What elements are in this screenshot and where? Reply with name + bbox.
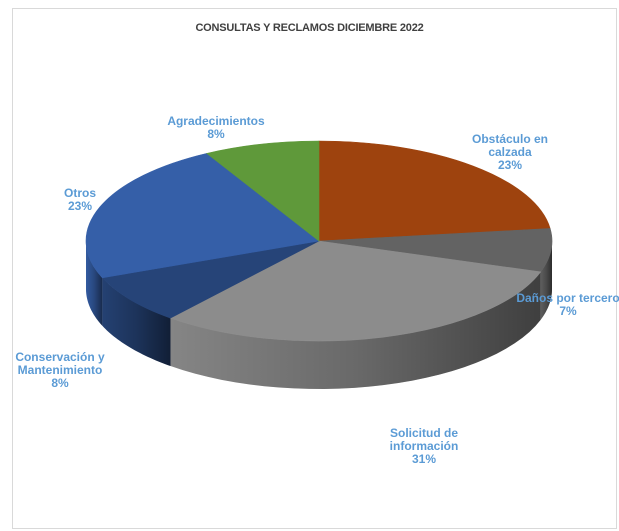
chart-frame (12, 8, 617, 529)
pie-side-conservacion-y-mantenimiento (102, 277, 171, 367)
chart-title: CONSULTAS Y RECLAMOS DICIEMBRE 2022 (195, 22, 424, 34)
pie-slice-solicitud-de-informacion (169, 240, 542, 342)
pie-side-danos-por-tercero (540, 241, 552, 320)
pie-side-otros (86, 241, 103, 326)
data-label-conservacion-y-mantenimiento: Conservación y Mantenimiento 8% (15, 350, 105, 390)
data-label-agradecimientos: Agradecimientos 8% (167, 114, 265, 141)
pie-slice-otros (85, 153, 320, 279)
pie-slice-danos-por-tercero (318, 228, 553, 273)
data-label-danos-por-tercero: Daños por tercero 7% (516, 291, 619, 318)
data-label-solicitud-de-informacion: Solicitud de información 31% (390, 426, 459, 466)
pie-slice-conservacion-y-mantenimiento (101, 240, 320, 319)
pie-sides (86, 241, 552, 389)
pie-tops (85, 140, 553, 342)
pie-slice-obstaculo-en-calzada (318, 140, 551, 242)
data-label-otros: Otros 23% (64, 186, 96, 213)
data-label-obstaculo-en-calzada: Obstáculo en calzada 23% (472, 132, 548, 172)
pie-labels: Obstáculo en calzada 23% Daños por tercero 7… (15, 114, 619, 466)
pie-side-solicitud-de-informacion (170, 271, 541, 389)
pie-slice-agradecimientos (206, 140, 320, 242)
